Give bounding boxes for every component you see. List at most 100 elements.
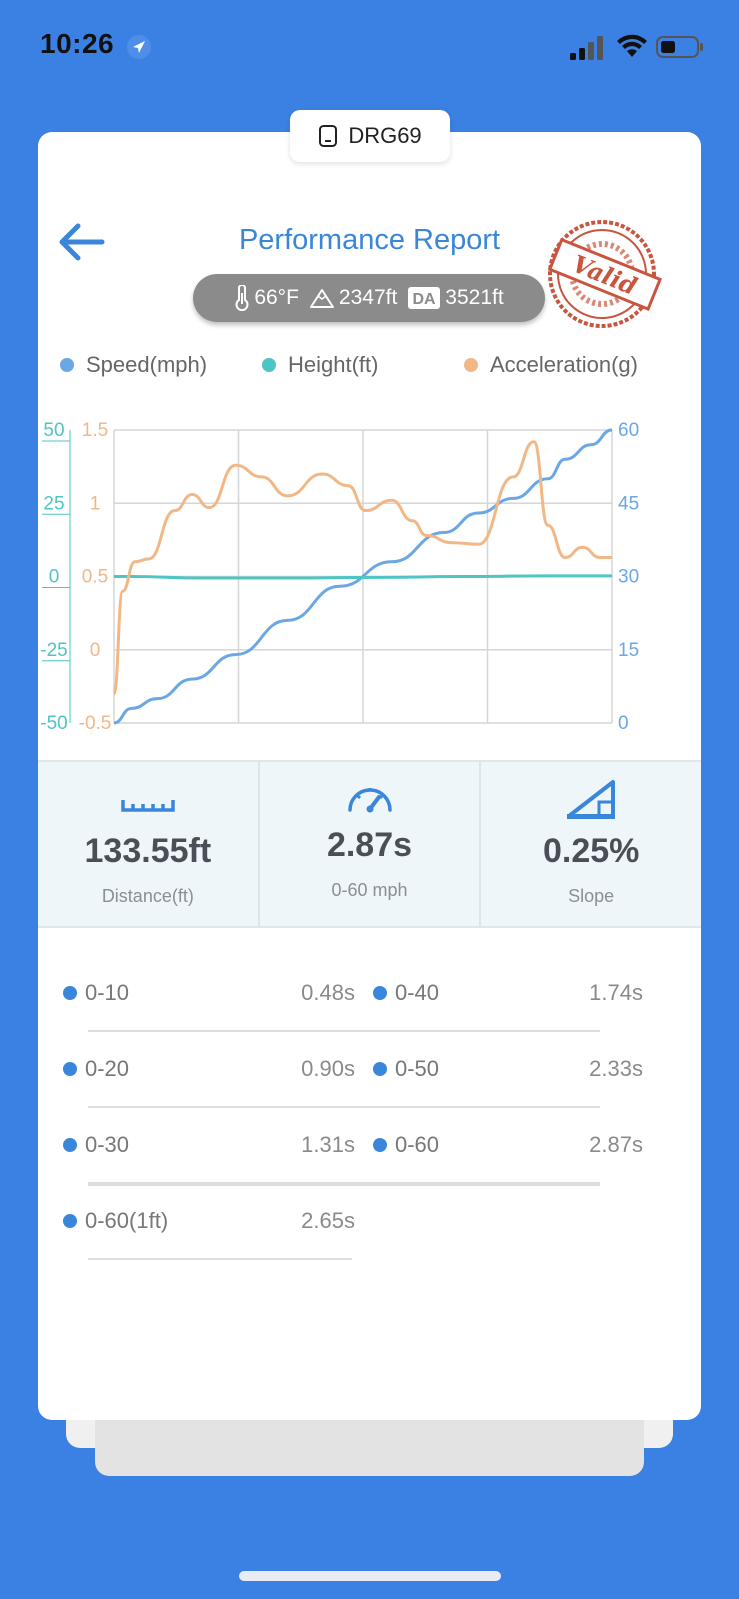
split-time: 2.33s (589, 1056, 643, 1081)
legend-item-height[interactable]: Height(ft) (262, 352, 378, 378)
split-time: 2.87s (589, 1132, 643, 1157)
split-name: 0-50 (395, 1056, 440, 1081)
split-name: 0-40 (395, 980, 440, 1005)
density-altitude-reading: DA 3521ft (407, 286, 504, 310)
acceleration-tick-label: 0.5 (82, 567, 108, 588)
device-name: DRG69 (348, 123, 422, 148)
stats-row: 133.55ft Distance(ft) 2.87s 0-60 mph 0.2… (38, 760, 701, 928)
device-icon (319, 125, 338, 147)
split-time: 0.48s (301, 980, 355, 1005)
distance-value: 133.55ft (84, 832, 212, 870)
divider (88, 1182, 600, 1184)
split-item: 0-60 2.87s (373, 1104, 643, 1180)
acceleration-tick-label: 0 (90, 640, 101, 661)
speed-tick-label: 0 (618, 713, 629, 730)
legend-label: Acceleration(g) (490, 352, 638, 377)
slope-label: Slope (568, 886, 615, 906)
split-item: 0-40 1.74s (373, 952, 643, 1028)
split-dot (373, 1062, 387, 1076)
split-dot (63, 986, 77, 1000)
split-name: 0-20 (85, 1056, 130, 1081)
divider (88, 1184, 600, 1186)
legend-label: Height(ft) (288, 352, 379, 377)
density-altitude-value: 3521ft (445, 286, 504, 309)
split-dot (63, 1138, 77, 1152)
density-altitude-badge: DA (408, 287, 441, 309)
altitude-value: 2347ft (338, 286, 398, 309)
divider (88, 1106, 600, 1108)
split-dot (63, 1062, 77, 1076)
performance-report-card: Performance Report 66°F 2347ft DA 3521ft (38, 132, 701, 1420)
split-item: 0-30 1.31s (63, 1104, 355, 1180)
distance-label: Distance(ft) (101, 886, 194, 906)
slope-stat: 0.25% Slope (479, 762, 701, 926)
performance-chart: 50 25 0 -25 -50 1.5 1 0.5 0 -0.5 60 45 30 15 0 (40, 420, 639, 730)
chart-legend: Speed(mph) Height(ft) Acceleration(g) (60, 352, 680, 382)
distance-stat: 133.55ft Distance(ft) (38, 762, 258, 926)
height-tick-label: -25 (40, 640, 67, 661)
height-tick-label: -50 (40, 713, 67, 730)
speed-tick-label: 30 (618, 567, 639, 588)
zero-sixty-stat: 2.87s 0-60 mph (257, 762, 480, 926)
split-name: 0-60 (395, 1132, 440, 1157)
split-time: 0.90s (301, 1056, 355, 1081)
split-name: 0-60(1ft) (85, 1208, 169, 1233)
height-tick-label: 50 (43, 420, 64, 441)
temperature-reading: 66°F (234, 285, 299, 311)
split-item: 0-10 0.48s (63, 952, 355, 1028)
split-item: 0-50 2.33s (373, 1028, 643, 1104)
split-name: 0-10 (85, 980, 130, 1005)
slope-icon (567, 780, 616, 819)
zero-sixty-label: 0-60 mph (331, 880, 408, 900)
series-line-height (114, 574, 612, 580)
legend-item-acceleration[interactable]: Acceleration(g) (464, 352, 638, 378)
legend-dot (262, 358, 276, 372)
wifi-icon (617, 34, 647, 57)
split-item: 0-20 0.90s (63, 1028, 355, 1104)
split-time: 1.74s (589, 980, 643, 1005)
card-stack-layer (95, 1420, 644, 1476)
speed-tick-label: 60 (618, 420, 639, 441)
split-item: 0-60(1ft) 2.65s (63, 1180, 355, 1256)
height-tick-label: 25 (43, 493, 64, 514)
valid-stamp: Valid (547, 220, 663, 328)
height-tick-label: 0 (49, 567, 60, 588)
thermometer-icon (235, 285, 249, 311)
split-dot (373, 1138, 387, 1152)
device-tab[interactable]: DRG69 (290, 110, 450, 162)
altitude-reading: 2347ft (309, 286, 397, 310)
legend-item-speed[interactable]: Speed(mph) (60, 352, 207, 378)
zero-sixty-value: 2.87s (326, 826, 413, 864)
series-line-speed (113, 428, 613, 725)
cellular-signal-icon (570, 36, 603, 60)
legend-label: Speed(mph) (86, 352, 208, 377)
temperature-value: 66°F (254, 286, 299, 309)
divider (88, 1030, 600, 1032)
split-time: 1.31s (301, 1132, 355, 1157)
split-dot (373, 986, 387, 1000)
slope-value: 0.25% (542, 832, 640, 870)
acceleration-tick-label: 1.5 (82, 420, 108, 441)
battery-icon (656, 36, 703, 58)
divider (88, 1258, 352, 1260)
page-title: Performance Report (238, 224, 501, 256)
ruler-icon (121, 800, 175, 812)
speedometer-icon (347, 788, 392, 813)
legend-dot (464, 358, 478, 372)
status-bar: 10:26 (0, 0, 739, 95)
series-line-acceleration (112, 440, 612, 696)
home-indicator (239, 1571, 501, 1581)
conditions-pill: 66°F 2347ft DA 3521ft (193, 274, 545, 322)
speed-tick-label: 15 (618, 640, 639, 661)
mountain-icon (309, 289, 334, 308)
speed-tick-label: 45 (618, 493, 639, 514)
status-time: 10:26 (40, 28, 115, 59)
legend-dot (60, 358, 74, 372)
location-icon (127, 35, 151, 59)
back-arrow-icon[interactable] (56, 220, 108, 264)
split-name: 0-30 (85, 1132, 130, 1157)
acceleration-tick-label: -0.5 (79, 713, 112, 730)
density-altitude-badge-label: DA (413, 291, 437, 308)
split-dot (63, 1214, 77, 1228)
split-time: 2.65s (301, 1208, 355, 1233)
